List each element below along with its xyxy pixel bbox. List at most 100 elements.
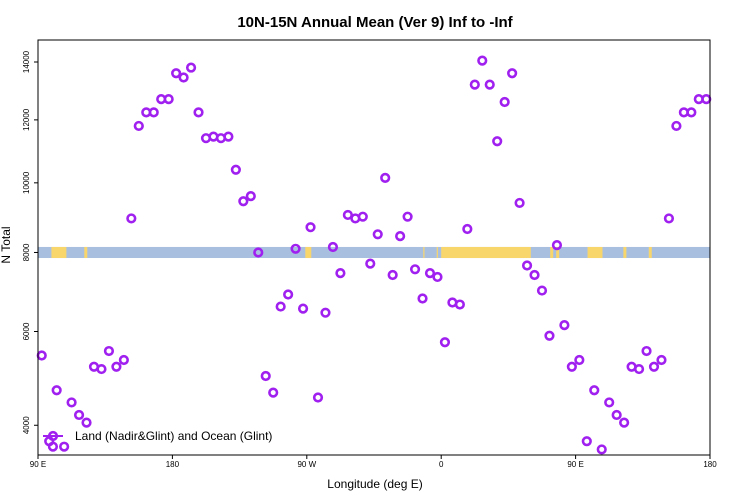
ocean-band <box>38 246 710 259</box>
data-point <box>589 385 600 396</box>
data-point <box>402 211 413 222</box>
data-point <box>96 363 107 375</box>
x-tick-label: 0 <box>439 460 444 469</box>
data-point <box>51 385 62 396</box>
data-point <box>604 397 615 408</box>
x-tick-label: 90 E <box>567 460 583 469</box>
data-point <box>73 409 85 421</box>
data-point <box>544 330 555 341</box>
land-segment <box>550 246 554 259</box>
data-point <box>111 361 122 372</box>
land-segment <box>587 246 603 259</box>
data-point <box>312 392 324 403</box>
data-points <box>36 55 712 455</box>
data-point <box>327 241 339 253</box>
data-point <box>59 441 70 452</box>
data-point <box>230 164 241 175</box>
x-axis-ticks: 90 E 180 90 W 0 90 E 180 <box>30 455 717 469</box>
data-point <box>372 229 383 240</box>
data-point <box>380 172 391 184</box>
data-point <box>492 136 503 147</box>
data-point <box>66 397 77 408</box>
data-point <box>260 370 271 382</box>
data-point <box>507 68 518 79</box>
y-axis-ticks: 4000 6000 8000 10000 12000 14000 <box>22 50 38 434</box>
data-point <box>305 222 316 233</box>
land-segment <box>305 246 312 259</box>
data-point <box>596 444 607 455</box>
data-point <box>409 264 421 275</box>
data-point <box>126 213 137 224</box>
data-point <box>566 361 577 372</box>
x-tick-label: 180 <box>166 460 180 469</box>
data-point <box>133 120 144 132</box>
data-point <box>671 120 682 132</box>
plot-frame <box>37 39 711 456</box>
y-tick-label: 6000 <box>22 322 31 340</box>
data-point <box>171 68 182 79</box>
x-tick-label: 90 W <box>297 460 316 469</box>
land-segment <box>51 246 67 259</box>
land-segment <box>441 246 531 259</box>
data-point <box>574 354 585 366</box>
x-tick-label: 180 <box>703 460 717 469</box>
data-point <box>551 240 563 251</box>
x-tick-label: 90 E <box>30 460 46 469</box>
land-segment <box>84 246 88 259</box>
y-tick-label: 14000 <box>22 50 31 73</box>
data-point <box>253 247 264 258</box>
data-point <box>268 387 279 398</box>
data-point <box>238 196 249 207</box>
data-point <box>320 307 331 318</box>
data-point <box>686 107 697 118</box>
data-point <box>365 258 376 269</box>
data-point <box>633 363 645 375</box>
chart-title: 10N-15N Annual Mean (Ver 9) Inf to -Inf <box>237 14 513 31</box>
y-tick-label: 8000 <box>22 243 31 261</box>
legend-marker <box>47 430 59 442</box>
data-point <box>641 345 652 357</box>
data-point <box>484 79 495 90</box>
y-tick-label: 12000 <box>22 108 31 131</box>
data-point <box>387 269 398 281</box>
data-point <box>521 260 533 271</box>
data-point <box>619 417 630 428</box>
data-point <box>36 350 47 361</box>
land-segment <box>423 246 425 259</box>
data-point <box>81 417 92 428</box>
data-point <box>245 191 256 202</box>
data-point <box>357 211 368 222</box>
data-point <box>103 345 115 357</box>
data-point <box>477 55 488 66</box>
data-point <box>178 72 189 83</box>
data-point <box>185 62 197 73</box>
y-tick-label: 4000 <box>22 416 31 434</box>
data-point <box>290 243 301 254</box>
data-point <box>297 303 309 314</box>
data-point <box>148 107 159 118</box>
data-point <box>663 213 675 224</box>
data-point <box>514 197 525 209</box>
data-point <box>499 96 510 108</box>
data-point <box>163 94 174 105</box>
x-axis-label: Longitude (deg E) <box>327 477 422 491</box>
data-point <box>223 131 234 142</box>
data-point <box>193 107 204 118</box>
data-point <box>335 268 346 279</box>
data-point <box>47 441 59 452</box>
data-point <box>536 285 548 296</box>
y-axis-label: N Total <box>0 226 13 263</box>
land-segment <box>623 246 627 259</box>
data-point <box>417 293 428 304</box>
data-point <box>611 409 622 421</box>
data-point <box>275 301 286 312</box>
land-ocean-band <box>38 246 710 259</box>
land-segment <box>556 246 560 259</box>
data-point <box>462 223 473 235</box>
data-point <box>469 79 480 90</box>
data-point <box>118 354 129 366</box>
data-point <box>424 268 436 279</box>
data-point <box>529 269 540 281</box>
data-point <box>454 299 465 310</box>
